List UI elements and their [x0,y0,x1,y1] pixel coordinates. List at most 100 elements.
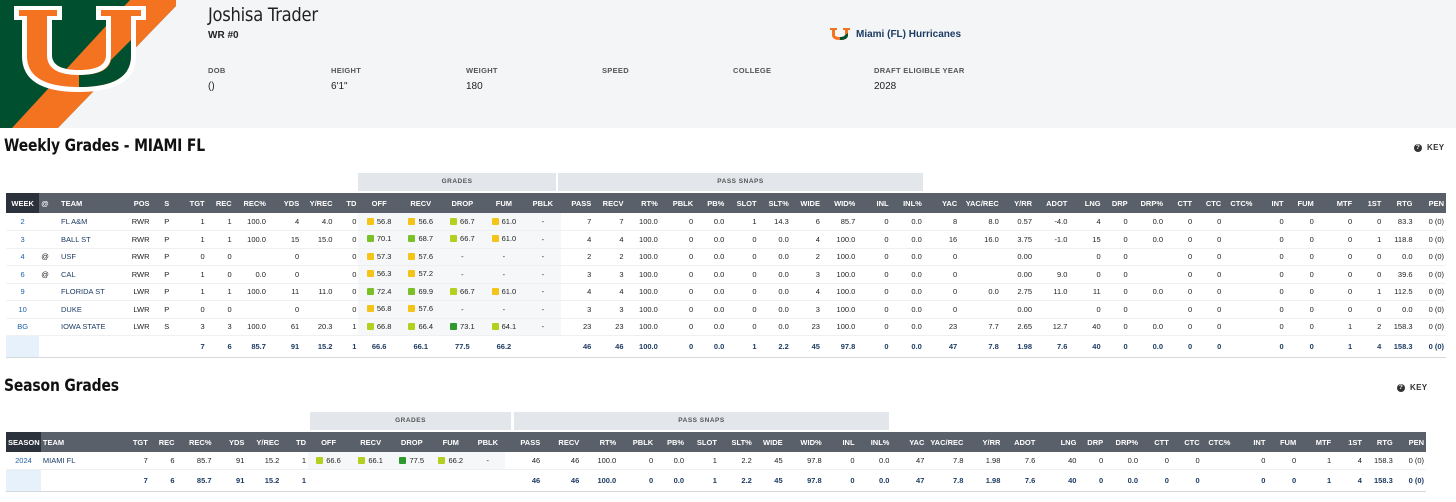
col-header-y-rec[interactable]: Y/REC [301,193,335,213]
col-header-lng[interactable]: LNG [1037,432,1079,452]
col-header-drop[interactable]: DROP [441,193,484,213]
col-header-ctc-pct[interactable]: CTC% [1223,193,1255,213]
table-row[interactable]: 10 DUKE LWR P 0 0 0 0 56.8 57.6- - -3 3 100.0 0 0.0 0 0.0… [6,300,1446,319]
col-header-pblk[interactable]: PBLK [470,432,506,452]
col-header-slt-pct[interactable]: SLT% [718,432,754,452]
col-header-yac[interactable]: YAC [891,432,927,452]
col-header-wid-pct[interactable]: WID% [821,193,858,213]
col-header-y-rr[interactable]: Y/RR [1000,193,1035,213]
col-header-recv[interactable]: RECV [399,193,442,213]
col-header-at[interactable]: @ [39,193,60,213]
col-header-team[interactable]: TEAM [59,193,124,213]
table-row[interactable]: 6 @ CAL RWR P 1 0 0.0 0 0 56.3 57.2- - -3 3 100.0 0 0.0 0 0… [6,265,1446,284]
col-header-ctc[interactable]: CTC [1170,432,1202,452]
col-header-fum[interactable]: FUM [1267,432,1299,452]
col-header-yac-rec[interactable]: YAC/REC [926,432,966,452]
col-header-1st[interactable]: 1ST [1354,193,1384,213]
season-grades-group: GRADES [310,412,511,430]
col-header-lng[interactable]: LNG [1069,193,1103,213]
col-header-recv[interactable]: RECV [349,432,393,452]
col-header-drop[interactable]: DROP [392,432,432,452]
col-header-fum[interactable]: FUM [431,432,471,452]
col-header-adot[interactable]: ADOT [1034,193,1070,213]
col-header-rtg[interactable]: RTG [1363,432,1395,452]
col-header-rec[interactable]: REC [206,193,234,213]
col-header-rtg[interactable]: RTG [1383,193,1415,213]
col-header-tgt[interactable]: TGT [171,193,207,213]
col-header-td[interactable]: TD [281,432,309,452]
col-header-pblk[interactable]: PBLK [524,193,562,213]
cell-yac: 0 [923,248,960,266]
col-header-off[interactable]: OFF [358,193,400,213]
col-header-wide[interactable]: WIDE [790,193,822,213]
col-header-s[interactable]: S [151,193,172,213]
col-header-ctc[interactable]: CTC [1194,193,1224,213]
col-header-wide[interactable]: WIDE [753,432,785,452]
col-header-ctt[interactable]: CTT [1140,432,1171,452]
col-header-pen[interactable]: PEN [1394,432,1426,452]
col-header-rt-pct[interactable]: RT% [625,193,660,213]
table-row[interactable]: 3 BALL ST RWR P 1 1 100.0 15 15.0 0 70.1 68.7 66.7 61… [6,230,1446,249]
col-header-pass[interactable]: PASS [561,193,594,213]
col-header-recv[interactable]: RECV [542,432,582,452]
col-header-ctt[interactable]: CTT [1165,193,1195,213]
col-header-pass[interactable]: PASS [505,432,543,452]
col-header-int[interactable]: INT [1232,432,1268,452]
col-header-yac[interactable]: YAC [923,193,960,213]
weekly-key-button[interactable]: ? KEY [1414,143,1444,152]
season-key-button[interactable]: ? KEY [1397,383,1427,392]
col-header-1st[interactable]: 1ST [1333,432,1364,452]
col-header-pen[interactable]: PEN [1414,193,1446,213]
col-header-slt-pct[interactable]: SLT% [758,193,791,213]
team-link[interactable]: Miami (FL) Hurricanes [830,28,961,40]
col-header-drp-pct[interactable]: DRP% [1105,432,1141,452]
col-header-pblk[interactable]: PBLK [618,432,656,452]
col-header-inl-pct[interactable]: INL% [890,193,924,213]
col-header-yac-rec[interactable]: YAC/REC [959,193,1001,213]
col-header-fum[interactable]: FUM [483,193,525,213]
col-header-inl-pct[interactable]: INL% [856,432,892,452]
col-header-yds[interactable]: YDS [267,193,302,213]
col-header-td[interactable]: TD [334,193,359,213]
col-header-fum[interactable]: FUM [1285,193,1316,213]
col-header-pblk[interactable]: PBLK [659,193,696,213]
col-header-inl[interactable]: INL [823,432,857,452]
grade-cell: 57.2 [399,265,442,284]
col-header-rec-pct[interactable]: REC% [233,193,268,213]
col-header-drp[interactable]: DRP [1102,193,1130,213]
cell-week: 10 [6,300,40,319]
table-row[interactable]: 2 FL A&M RWR P 1 1 100.0 4 4.0 0 56.8 56.6 66.7 61.0-… [6,213,1446,231]
table-row[interactable]: 2024 MIAMI FL 7 6 85.7 91 15.2 1 66.6 66.1 77.5 66.… [6,452,1426,470]
col-header-tgt[interactable]: TGT [108,432,150,452]
col-header-y-rec[interactable]: Y/REC [246,432,282,452]
col-header-int[interactable]: INT [1254,193,1286,213]
col-header-slot[interactable]: SLOT [686,432,719,452]
grade-cell: - [441,300,484,319]
col-header-rec-pct[interactable]: REC% [176,432,214,452]
col-header-week[interactable]: WEEK [6,193,40,213]
col-header-off[interactable]: OFF [308,432,350,452]
col-header-drp-pct[interactable]: DRP% [1129,193,1166,213]
col-header-y-rr[interactable]: Y/RR [965,432,1003,452]
col-header-pb-pct[interactable]: PB% [695,193,727,213]
col-header-team[interactable]: TEAM [40,432,109,452]
table-row[interactable]: BG IOWA STATE LWR S 3 3 100.0 61 20.3 1 66.8 66.4 73… [6,318,1446,336]
col-header-season[interactable]: SEASON [6,432,41,452]
col-header-yds[interactable]: YDS [213,432,247,452]
col-header-pos[interactable]: POS [123,193,152,213]
col-header-ctc-pct[interactable]: CTC% [1201,432,1233,452]
col-header-mtf[interactable]: MTF [1315,193,1355,213]
col-header-adot[interactable]: ADOT [1002,432,1038,452]
col-header-rec[interactable]: REC [149,432,177,452]
col-header-pb-pct[interactable]: PB% [655,432,687,452]
col-header-inl[interactable]: INL [857,193,891,213]
cell-rt-pct: 100.0 [625,283,660,301]
col-header-drp[interactable]: DRP [1078,432,1106,452]
table-row[interactable]: 9 FLORIDA ST LWR P 1 1 100.0 11 11.0 0 72.4 69.9 66.… [6,283,1446,301]
col-header-mtf[interactable]: MTF [1298,432,1334,452]
col-header-rt-pct[interactable]: RT% [581,432,619,452]
table-row[interactable]: 4 @ USF RWR P 0 0 0 0 57.3 57.6- - -2 2 100.0 0 0.0 0 0.0 2… [6,248,1446,266]
col-header-recv[interactable]: RECV [593,193,626,213]
col-header-slot[interactable]: SLOT [726,193,759,213]
col-header-wid-pct[interactable]: WID% [784,432,824,452]
